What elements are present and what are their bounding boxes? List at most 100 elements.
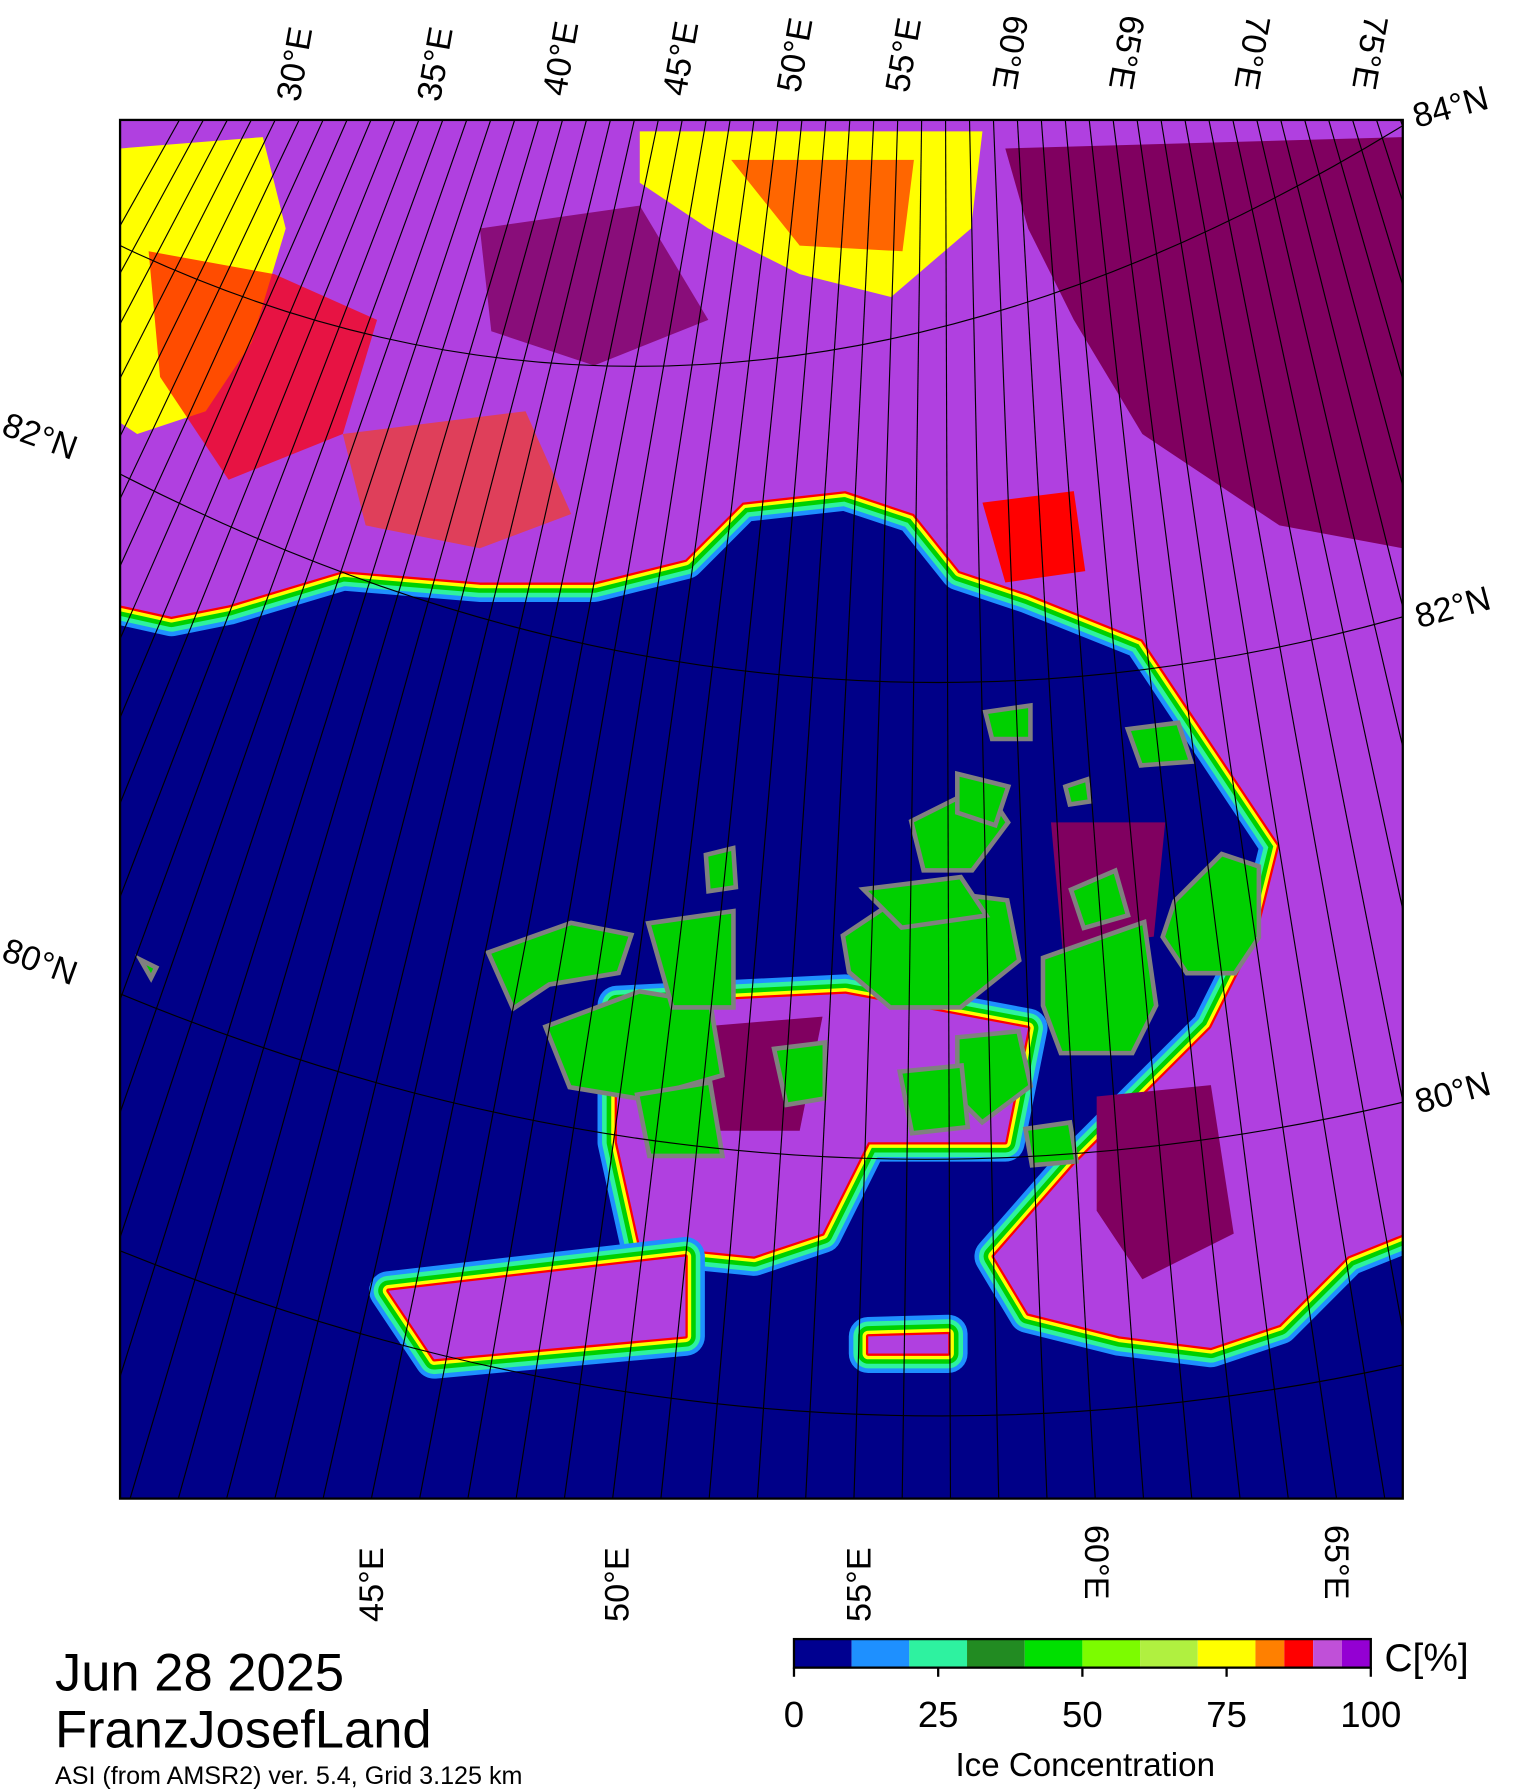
meridian [1256,119,1403,750]
island [982,702,1033,742]
meridian [515,119,731,1499]
date: Jun 28 2025 [55,1643,344,1702]
meridian [120,119,516,1379]
island [897,1062,971,1136]
meridian [1208,119,1403,1105]
island [703,845,739,894]
colorbar-segment [1082,1639,1141,1668]
meridian [1040,119,1145,1499]
colorbar: 0 25 50 75 100 [784,1637,1401,1735]
meridian [612,119,779,1499]
map-frame [118,118,1404,1500]
meridian [968,119,1000,1499]
ice-patch [148,251,378,480]
meridian [120,119,324,568]
ice-patch [479,205,709,366]
meridian [120,119,276,438]
meridian [708,119,827,1499]
meridian [756,119,851,1499]
meridian [129,119,540,1499]
island [645,908,736,1010]
colorbar-segment [1197,1639,1256,1668]
meridian [1064,119,1193,1499]
meridian [120,119,444,1002]
meridian [1328,119,1403,382]
parallel [120,473,1403,684]
meridian [370,119,659,1499]
meridian [1112,119,1289,1499]
parallel [120,1250,1403,1417]
meridian [120,119,396,805]
lon-label: 50°E [598,1547,636,1622]
lon-label: 55°E [841,1547,879,1622]
colorbar-tick-label: 100 [1340,1694,1401,1735]
meridian [120,119,372,720]
meridian [1280,119,1403,610]
island [542,989,725,1102]
colorbar-segment [1341,1639,1371,1668]
meridian [853,119,899,1499]
meridian [467,119,707,1499]
meridian [660,119,803,1499]
meridian [177,119,564,1499]
island [1062,776,1093,807]
ice-pack-area [868,1334,949,1354]
ice-pack-area [388,1256,686,1360]
meridian [120,119,252,380]
island [1040,919,1159,1056]
lon-label: 45°E [353,1547,391,1622]
meridian [563,119,755,1499]
meridian [992,119,1048,1499]
island [1160,851,1262,976]
meridian [1184,119,1403,1334]
meridian [419,119,683,1499]
island [1022,1119,1080,1168]
parallel [120,125,1403,367]
meridian [901,119,923,1499]
meridian [1304,119,1403,488]
colorbar-tick-label: 25 [918,1694,959,1735]
colorbar-segment [1024,1639,1083,1668]
meridian [226,119,588,1499]
meridian [945,119,952,1499]
meridian [1232,119,1403,913]
colorbar-label: Ice Concentration [955,1747,1215,1784]
meridian [1136,119,1338,1499]
colorbar-segment [1255,1639,1285,1668]
ice-patch [982,491,1086,583]
colorbar-tick-label: 75 [1206,1694,1247,1735]
colorbar-tick-label: 0 [784,1694,804,1735]
colorbar-segment [793,1639,852,1668]
island [771,1039,828,1108]
colorbar-segment [967,1639,1025,1668]
meridian [322,119,635,1499]
island [955,770,1012,829]
source: ASI (from AMSR2) ver. 5.4, Grid 3.125 km [55,1762,522,1790]
colorbar-segment [1284,1639,1314,1668]
lon-label: 65°E [1317,1525,1355,1600]
ice-patch [1096,1085,1234,1280]
colorbar-tick-label: 50 [1062,1694,1103,1735]
island [134,954,160,983]
colorbar-unit: C[%] [1385,1637,1469,1680]
colorbar-segment [851,1639,910,1668]
island [634,1079,726,1159]
colorbar-segment [1313,1639,1342,1668]
meridian [120,119,420,899]
lon-label: 60°E [1077,1525,1115,1600]
graticule [120,119,1403,1499]
map [120,119,1403,1499]
meridian [1160,119,1386,1499]
meridian [805,119,875,1499]
island [858,874,991,931]
meridian [120,119,468,1115]
meridian [1016,119,1096,1499]
meridian [120,119,492,1240]
parallel [120,993,1403,1160]
colorbar-segment [1140,1639,1198,1668]
meridian [274,119,611,1499]
colorbar-segment [909,1639,968,1668]
island [1124,720,1195,768]
region: FranzJosefLand [55,1701,432,1760]
